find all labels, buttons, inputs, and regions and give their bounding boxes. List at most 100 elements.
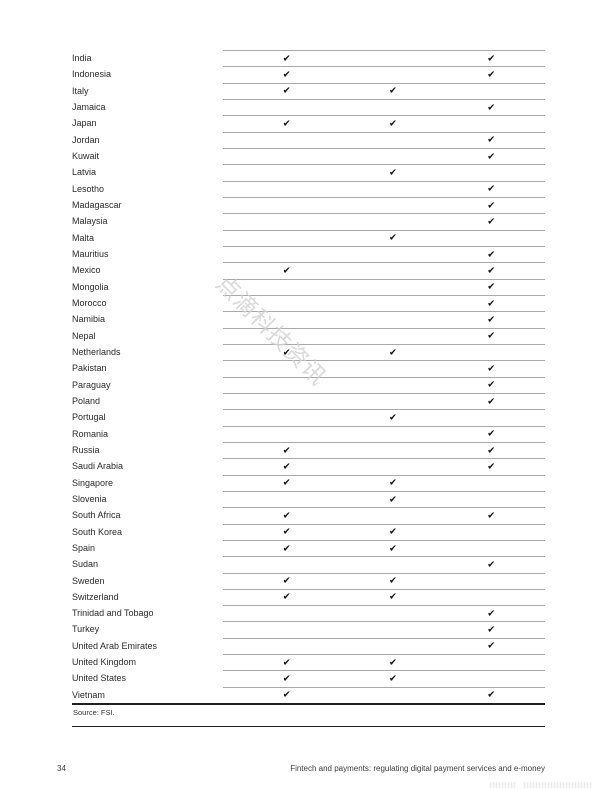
country-label: Lesotho — [72, 183, 105, 194]
table-row: Trinidad and Tobago ✔ — [72, 605, 545, 621]
check-icon: ✔ — [282, 575, 291, 587]
check-icon: ✔ — [389, 526, 397, 538]
check-area: ✔ — [223, 278, 545, 295]
country-label: Namibia — [72, 314, 106, 325]
table-row: Vietnam ✔ ✔ — [72, 686, 545, 703]
table-row: United States ✔ ✔ — [72, 670, 545, 686]
check-area: ✔ ✔ — [223, 588, 545, 605]
check-area: ✔ ✔ — [223, 50, 545, 66]
country-label: Vietnam — [72, 689, 105, 700]
check-icon: ✔ — [389, 477, 397, 489]
table-row: Malta ✔ — [72, 229, 545, 246]
check-icon: ✔ — [389, 494, 397, 506]
check-area: ✔ — [223, 409, 545, 425]
check-area: ✔ ✔ — [223, 115, 545, 131]
check-area: ✔ — [223, 376, 545, 393]
check-area: ✔ — [223, 213, 545, 229]
country-label: Sweden — [72, 575, 105, 586]
check-icon: ✔ — [487, 102, 496, 114]
table-row: Namibia ✔ — [72, 311, 545, 327]
check-icon: ✔ — [389, 167, 397, 179]
country-label: Spain — [72, 542, 96, 553]
table-row: Mauritius ✔ — [72, 245, 545, 262]
country-label: Paraguay — [72, 379, 111, 390]
check-area: ✔ — [223, 621, 545, 637]
check-area: ✔ ✔ — [223, 654, 545, 670]
check-icon: ✔ — [487, 69, 496, 81]
check-icon: ✔ — [282, 592, 291, 604]
country-label: South Korea — [72, 526, 123, 537]
check-icon: ✔ — [389, 85, 397, 97]
table-row: Spain ✔ ✔ — [72, 539, 545, 556]
check-icon: ✔ — [487, 510, 496, 522]
country-label: Russia — [72, 444, 100, 455]
table-row: Netherlands ✔ ✔ — [72, 343, 545, 360]
check-icon: ✔ — [487, 641, 496, 653]
table-row: Jamaica ✔ — [72, 98, 545, 115]
check-icon: ✔ — [487, 445, 496, 457]
check-area: ✔ ✔ — [223, 523, 545, 540]
check-area: ✔ ✔ — [223, 441, 545, 458]
country-label: Switzerland — [72, 591, 119, 602]
country-label: India — [72, 53, 92, 63]
table-row: Switzerland ✔ ✔ — [72, 588, 545, 605]
check-icon: ✔ — [282, 543, 291, 555]
check-icon: ✔ — [282, 461, 291, 473]
check-icon: ✔ — [389, 592, 397, 604]
table-row: Saudi Arabia ✔ ✔ — [72, 458, 545, 474]
check-area: ✔ — [223, 392, 545, 409]
check-icon: ✔ — [487, 624, 496, 636]
country-label: Indonesia — [72, 69, 112, 80]
check-icon: ✔ — [487, 265, 496, 277]
country-label: Netherlands — [72, 346, 121, 357]
check-icon: ✔ — [389, 232, 397, 244]
check-icon: ✔ — [282, 526, 291, 538]
corner-watermark — [524, 782, 592, 788]
check-area: ✔ ✔ — [223, 343, 545, 360]
country-label: Turkey — [72, 624, 100, 635]
table-row: Morocco ✔ — [72, 294, 545, 311]
table-row: India ✔ ✔ — [72, 50, 545, 66]
page-footer: 34 Fintech and payments: regulating digi… — [57, 764, 545, 773]
check-area: ✔ — [223, 229, 545, 246]
table-row: Nepal ✔ — [72, 327, 545, 344]
check-area: ✔ — [223, 637, 545, 654]
check-icon: ✔ — [487, 396, 496, 408]
check-area: ✔ — [223, 180, 545, 197]
check-icon: ✔ — [389, 412, 397, 424]
check-icon: ✔ — [282, 347, 291, 359]
table-row: Japan ✔ ✔ — [72, 115, 545, 131]
country-label: Poland — [72, 395, 101, 406]
check-area: ✔ — [223, 425, 545, 442]
check-icon: ✔ — [389, 657, 397, 669]
check-icon: ✔ — [282, 118, 291, 130]
table-row: Jordan ✔ — [72, 131, 545, 148]
check-icon: ✔ — [487, 151, 496, 163]
check-area: ✔ ✔ — [223, 539, 545, 556]
country-label: Nepal — [72, 330, 96, 341]
country-label: United Kingdom — [72, 657, 137, 668]
country-label: Latvia — [72, 167, 97, 178]
table-row: Poland ✔ — [72, 392, 545, 409]
check-area: ✔ — [223, 131, 545, 148]
table-row: Romania ✔ — [72, 425, 545, 442]
table-row: Turkey ✔ — [72, 621, 545, 637]
check-icon: ✔ — [389, 575, 397, 587]
country-label: Trinidad and Tobago — [72, 608, 154, 619]
check-icon: ✔ — [389, 543, 397, 555]
country-label: South Africa — [72, 510, 121, 521]
check-area: ✔ — [223, 147, 545, 164]
check-area: ✔ — [223, 196, 545, 213]
check-icon: ✔ — [487, 216, 496, 228]
table-row: Mexico ✔ ✔ — [72, 262, 545, 278]
country-label: Morocco — [72, 297, 107, 308]
country-label: Romania — [72, 428, 109, 439]
country-label: Saudi Arabia — [72, 461, 124, 472]
check-area: ✔ — [223, 360, 545, 376]
check-icon: ✔ — [282, 69, 291, 81]
country-label: Jordan — [72, 134, 100, 145]
check-icon: ✔ — [282, 673, 291, 685]
country-label: Pakistan — [72, 363, 107, 374]
country-label: Kuwait — [72, 150, 100, 161]
